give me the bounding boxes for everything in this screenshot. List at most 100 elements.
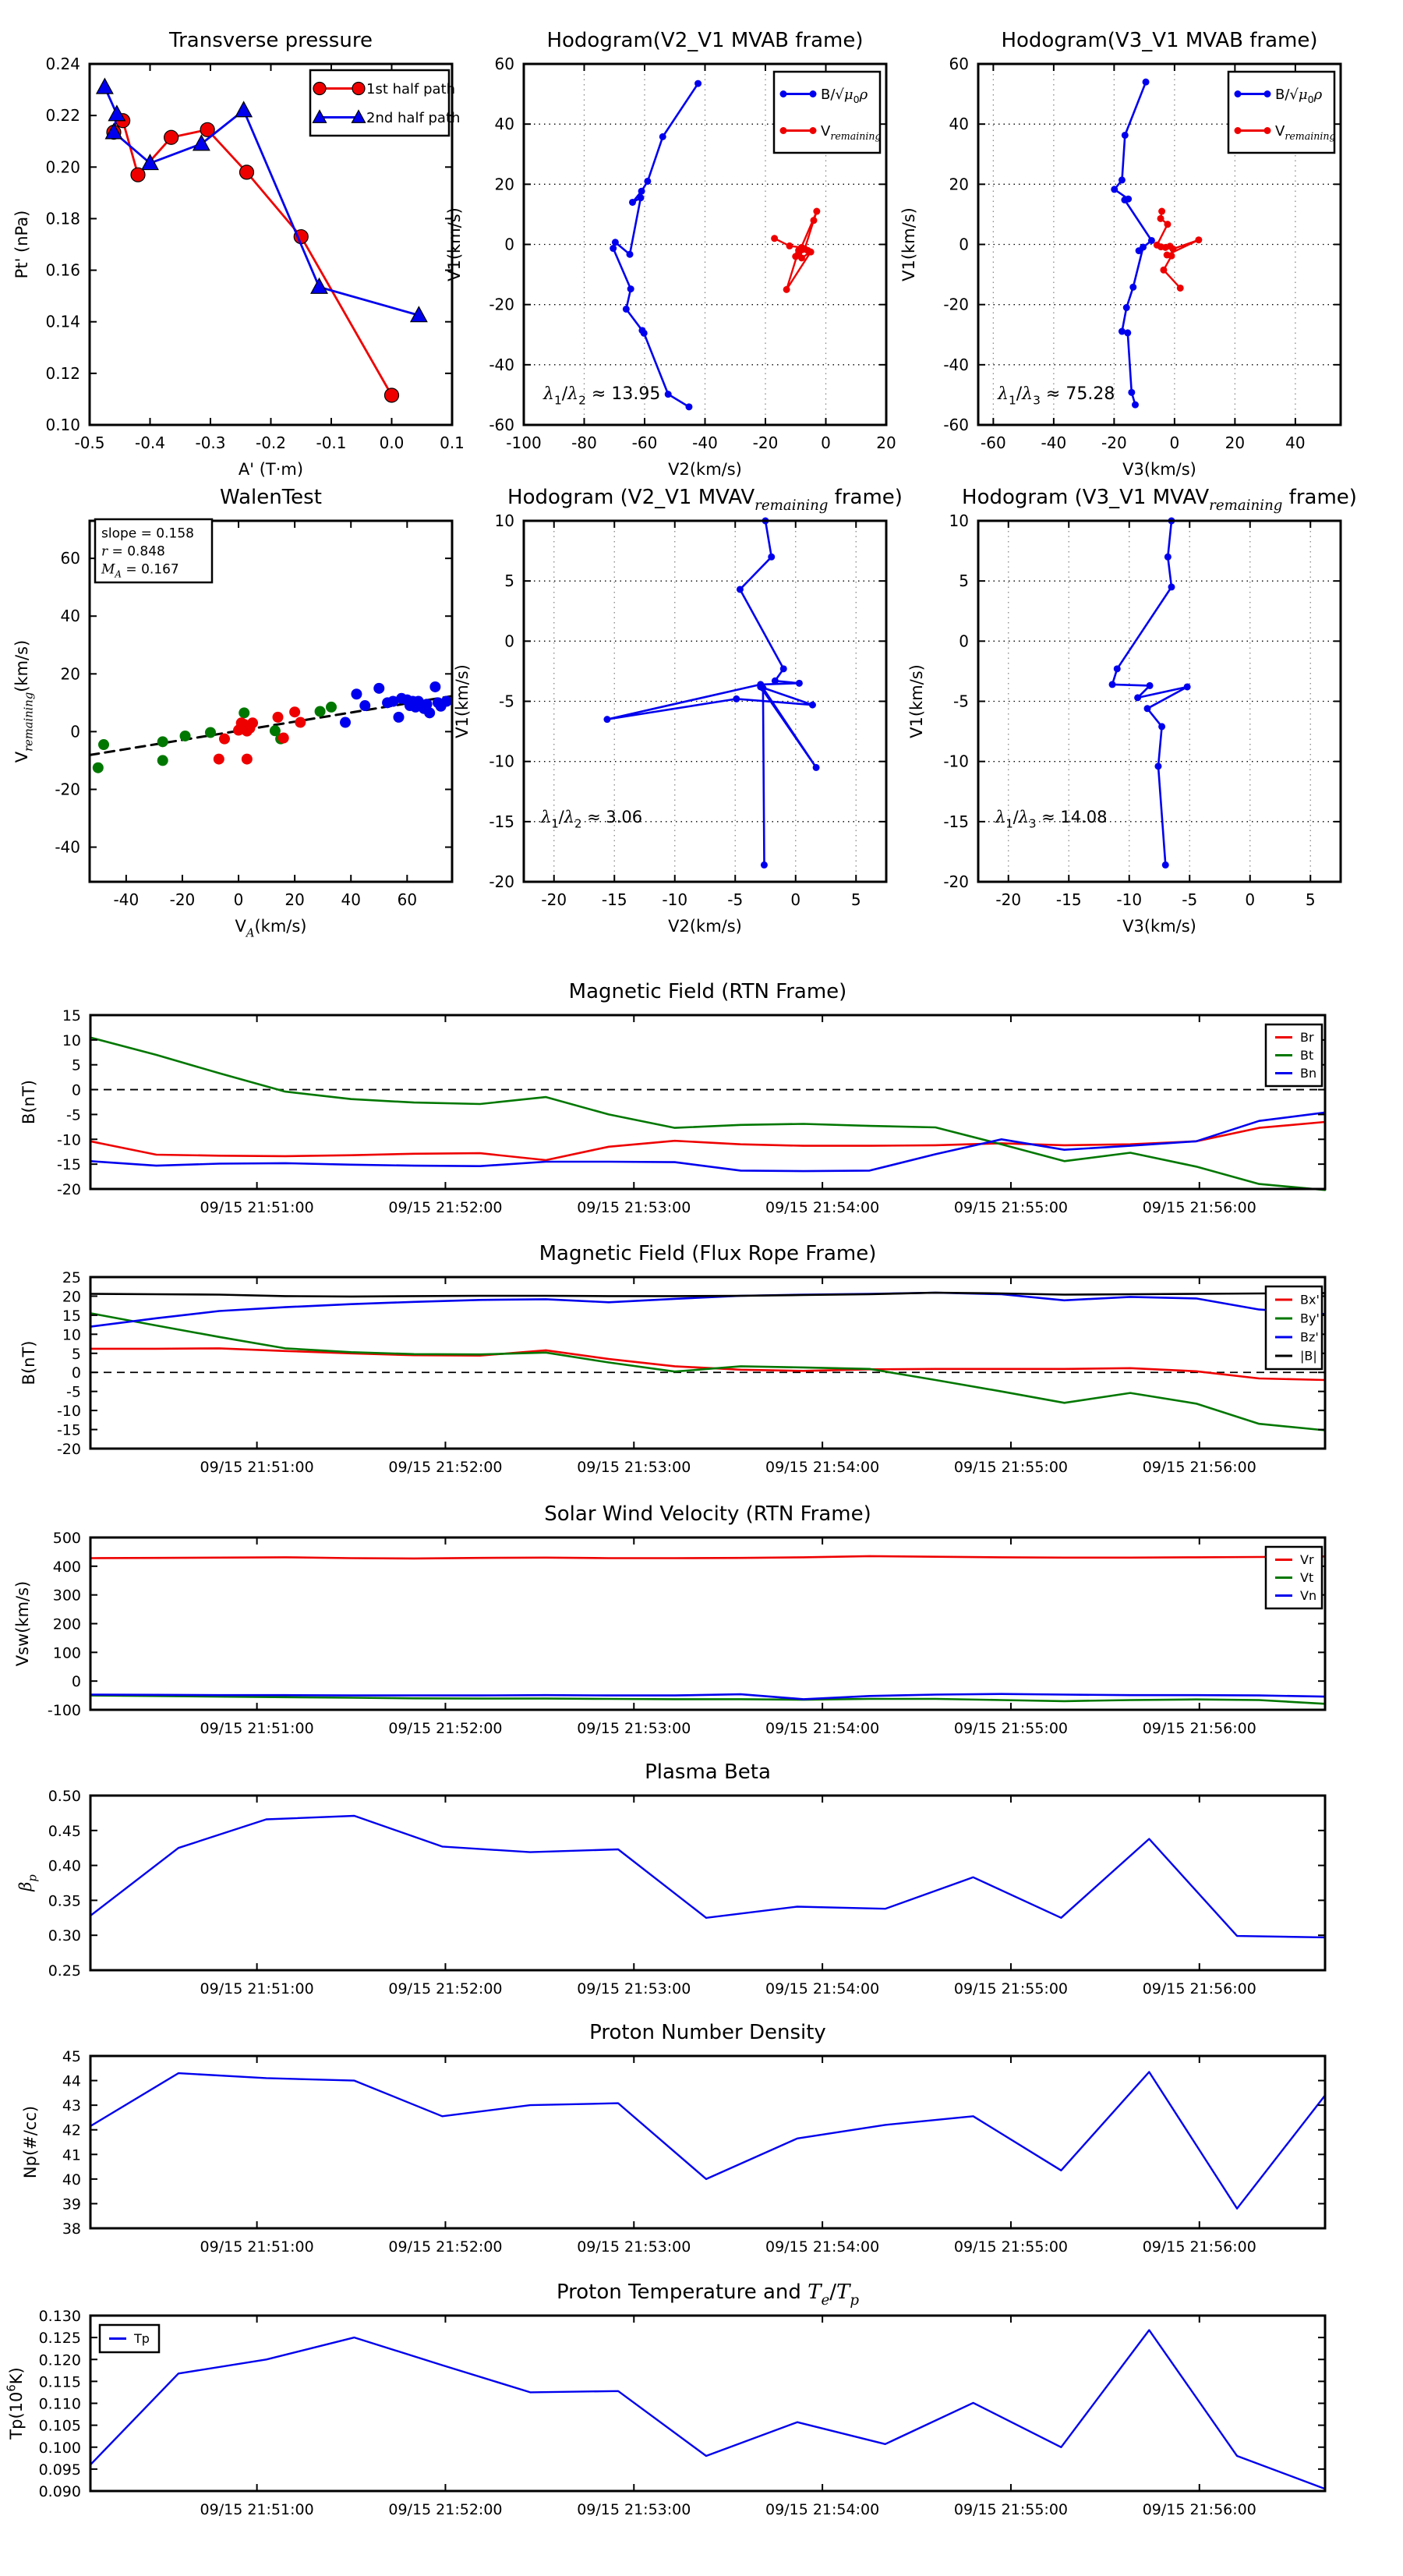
y-tick-label: 0.14 — [45, 313, 80, 331]
series-V-remaining — [1153, 207, 1203, 292]
x-tick-label: 09/15 21:54:00 — [765, 1199, 879, 1216]
legend: 1st half path 2nd half path — [309, 69, 460, 137]
y-tick-label: -15 — [943, 812, 969, 831]
point-marker — [352, 81, 366, 96]
point-marker — [1158, 723, 1166, 731]
y-tick-label: 0 — [504, 632, 514, 650]
y-tick-label: 0.115 — [39, 2373, 81, 2390]
lambda-ratio-annotation: λ1/λ3 ≈ 75.28 — [997, 384, 1115, 408]
y-tick-label: 60 — [61, 549, 80, 568]
y-tick-label: -20 — [489, 295, 514, 314]
point-marker — [644, 177, 652, 185]
x-axis-label: A' (T·m) — [239, 460, 303, 479]
point-marker — [440, 695, 452, 707]
point-marker — [807, 248, 815, 256]
y-tick-label: 10 — [495, 511, 514, 530]
x-tick-label: -15 — [1056, 890, 1082, 909]
point-marker — [779, 90, 787, 97]
x-tick-label: 09/15 21:52:00 — [388, 2501, 502, 2518]
y-tick-label: -20 — [943, 872, 969, 891]
y-tick-label: 41 — [62, 2146, 81, 2164]
x-tick-label: -100 — [506, 433, 541, 452]
point-marker — [611, 239, 619, 246]
point-marker — [783, 285, 790, 293]
triangle-marker — [312, 109, 327, 123]
y-tick-label: 5 — [959, 571, 969, 590]
chart-title: Magnetic Field (RTN Frame) — [569, 980, 847, 1003]
series-line — [89, 1693, 1327, 1700]
series-line — [89, 1291, 1327, 1328]
point-marker — [213, 753, 224, 765]
point-marker — [685, 403, 693, 411]
legend-label: Vremaining — [1275, 123, 1336, 142]
x-tick-label: -60 — [632, 433, 658, 452]
y-tick-label: 5 — [72, 1057, 81, 1074]
y-axis-label: Pt' (nPa) — [12, 211, 31, 279]
x-tick-label: 09/15 21:55:00 — [954, 1720, 1068, 1737]
stats-line: MA = 0.167 — [101, 562, 179, 580]
point-marker — [429, 681, 441, 692]
series-line — [1113, 80, 1153, 406]
y-tick-label: 0.105 — [39, 2418, 81, 2435]
point-marker — [659, 133, 666, 140]
x-tick-label: 20 — [1225, 433, 1245, 452]
x-tick-label: -0.1 — [316, 433, 346, 452]
panel-transverse-pressure: -0.5 -0.4 -0.3 -0.2 -0.1 0.0 0.1 0.10 0.12 0.14 0.… — [12, 29, 465, 479]
point-marker — [219, 733, 231, 745]
x-tick-label: -40 — [1041, 433, 1067, 452]
y-axis-label: B(nT) — [19, 1341, 38, 1385]
point-marker — [313, 81, 327, 96]
point-marker — [239, 707, 250, 719]
y-tick-label: 0.12 — [45, 364, 80, 383]
point-marker — [1147, 236, 1155, 244]
triangle-marker — [108, 104, 126, 122]
x-tick-label: 0 — [1245, 890, 1255, 909]
y-tick-label: 0.16 — [45, 261, 80, 280]
y-tick-label: -5 — [66, 1106, 81, 1123]
series-V-remaining — [771, 207, 821, 293]
series-line — [89, 2329, 1327, 2490]
point-marker — [637, 194, 645, 202]
point-marker — [277, 732, 289, 744]
point-marker — [1164, 221, 1172, 228]
y-tick-label: -10 — [489, 752, 514, 771]
series-line — [89, 1036, 1327, 1191]
y-tick-label: 5 — [504, 571, 514, 590]
x-tick-label: 5 — [851, 890, 861, 909]
chart-title: Transverse pressure — [168, 29, 373, 52]
point-marker — [800, 245, 808, 253]
point-marker — [1234, 90, 1242, 97]
point-marker — [809, 90, 817, 97]
x-tick-label: 09/15 21:55:00 — [954, 2238, 1068, 2256]
y-axis-label: Np(#/cc) — [21, 2106, 40, 2178]
point-marker — [1118, 327, 1126, 335]
x-tick-label: 0 — [790, 890, 800, 909]
x-tick-label: 09/15 21:51:00 — [200, 2238, 314, 2256]
legend: Tp — [98, 2323, 161, 2354]
y-tick-label: -15 — [57, 1422, 81, 1439]
y-tick-label: -40 — [55, 838, 80, 857]
y-tick-label: 500 — [53, 1530, 81, 1547]
y-tick-label: 0.110 — [39, 2396, 81, 2413]
series-Bx' — [89, 1347, 1327, 1382]
y-tick-label: 20 — [495, 175, 514, 193]
point-marker — [1111, 186, 1119, 193]
legend-box — [98, 2323, 161, 2354]
series-B-over-sqrt-mu0rho — [603, 517, 820, 869]
lambda-ratio-annotation: λ1/λ2 ≈ 3.06 — [540, 808, 642, 830]
y-tick-label: 20 — [949, 175, 969, 193]
point-marker — [638, 187, 645, 195]
point-marker — [1143, 705, 1151, 713]
y-tick-label: 0 — [504, 235, 514, 254]
point-marker — [795, 246, 803, 254]
panel-walen-test: -40 -20 0 20 40 60 -40 -20 0 20 40 60 WalenTest VA(km… — [12, 486, 454, 939]
point-marker — [1122, 304, 1130, 312]
x-tick-label: -40 — [114, 890, 140, 909]
y-tick-label: 10 — [62, 1326, 81, 1343]
point-marker — [1168, 583, 1175, 591]
x-tick-label: 09/15 21:55:00 — [954, 1980, 1068, 1997]
point-marker — [768, 553, 776, 561]
